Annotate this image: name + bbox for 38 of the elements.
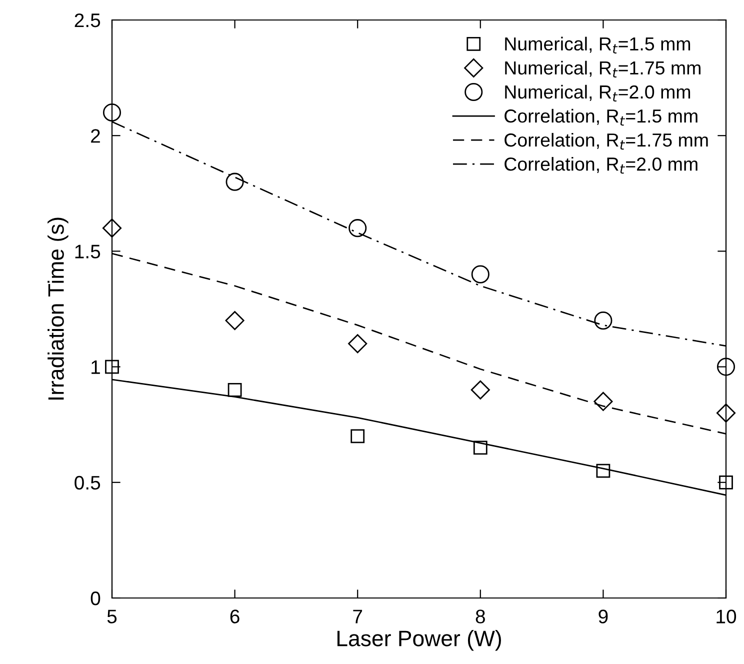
y-tick-label: 2: [91, 129, 100, 143]
point: [225, 311, 244, 330]
x-tick-label: 10: [716, 610, 736, 624]
point: [348, 334, 368, 354]
point: [102, 218, 122, 238]
legend-label: Correlation, R$_{t}$=1.5 mm: [504, 108, 698, 126]
point: [102, 103, 122, 122]
point: [350, 429, 365, 444]
point: [105, 360, 119, 374]
point: [716, 358, 736, 376]
point: [719, 475, 733, 490]
point: [228, 382, 242, 397]
x-tick-label: 5: [107, 610, 117, 624]
y-tick-label: 2.5: [74, 13, 100, 28]
point: [594, 392, 613, 412]
y-tick-label: 0.5: [74, 476, 100, 490]
point: [473, 440, 488, 455]
x-axis-title: Laser Power (W): [337, 630, 501, 651]
x-tick-label: 6: [230, 610, 240, 624]
x-tick-label: 7: [353, 610, 362, 624]
y-tick-label: 1.5: [75, 244, 100, 258]
point: [596, 464, 610, 478]
point: [716, 404, 736, 423]
point: [348, 219, 367, 238]
point: [226, 172, 244, 191]
legend-label: Correlation, R$_{t}$=2.0 mm: [504, 156, 698, 174]
x-tick-label: 8: [476, 610, 485, 624]
y-tick-label: 1: [92, 360, 100, 374]
y-tick-label: 0: [90, 591, 100, 606]
x-tick-label: 9: [598, 610, 608, 624]
point: [594, 312, 612, 330]
legend-label: Correlation, R$_{t}$=1.75 mm: [504, 132, 708, 150]
y-axis-title: Irradiation Time (s): [48, 218, 68, 400]
point: [471, 265, 490, 284]
legend-label: Numerical, R$_{t}$=1.75 mm: [505, 60, 700, 78]
legend-label: Numerical, R$_{t}$=2.0 mm: [505, 84, 690, 102]
legend-label: Numerical, R$_{t}$=1.5 mm: [505, 36, 690, 54]
point: [470, 380, 490, 400]
